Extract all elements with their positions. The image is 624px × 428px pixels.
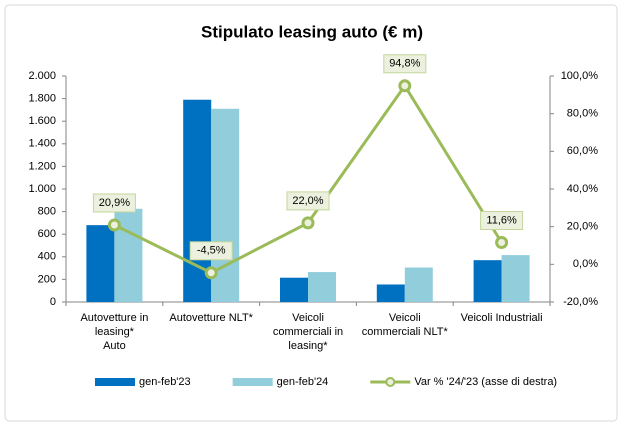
bar	[280, 277, 308, 302]
line-marker	[398, 79, 412, 93]
data-label-box	[480, 210, 524, 230]
x-tick-label: Veicoli commerciali NLT*	[362, 312, 449, 338]
x-tick-label: Autovetture NLT*	[169, 312, 253, 324]
y-tick-label: 0	[50, 296, 56, 308]
y-tick-label: 1.200	[28, 160, 56, 172]
x-tick-label: Veicoli commerciali in leasing*	[273, 312, 343, 352]
legend-label: Var % '24/'23 (asse di destra)	[414, 376, 557, 388]
legend-swatch	[232, 378, 273, 386]
bar	[404, 267, 433, 302]
data-label-box	[286, 191, 330, 211]
bar	[376, 284, 405, 302]
x-tick-label: Autovetture in leasing* Auto	[80, 312, 148, 352]
y-tick-label: 400	[38, 251, 56, 263]
data-label: 11,6%	[486, 214, 517, 226]
legend-label: gen-feb'24	[277, 376, 329, 388]
bar	[501, 255, 530, 302]
x-tick-label: Veicoli Industriali	[461, 312, 543, 324]
legend-label: gen-feb'23	[139, 376, 191, 388]
bar	[473, 260, 502, 302]
y2-tick-label: 40,0%	[567, 183, 598, 195]
bar	[308, 272, 336, 302]
line-marker	[301, 216, 315, 230]
line-marker	[204, 266, 218, 280]
y-tick-label: 800	[38, 206, 56, 218]
data-label: -4,5%	[197, 245, 226, 257]
bar	[86, 225, 115, 302]
data-label: 94,8%	[389, 58, 420, 70]
data-label: 22,0%	[292, 195, 323, 207]
line-marker	[495, 235, 509, 249]
y-tick-label: 1.800	[28, 93, 56, 105]
y-tick-label: 2.000	[28, 70, 56, 82]
data-label-box	[189, 241, 233, 261]
y2-tick-label: 20,0%	[567, 221, 598, 233]
y2-tick-label: 80,0%	[567, 108, 598, 120]
chart-title: Stipulato leasing auto (€ m)	[201, 22, 423, 41]
y2-tick-label: -20,0%	[563, 296, 598, 308]
y2-tick-label: 0,0%	[573, 258, 598, 270]
legend-marker	[385, 377, 396, 387]
data-label-box	[383, 54, 427, 74]
line-marker	[107, 218, 121, 232]
chart-border	[4, 4, 618, 422]
y2-tick-label: 100,0%	[561, 70, 599, 82]
legend-swatch	[95, 378, 135, 386]
y-tick-label: 1.600	[28, 115, 56, 127]
y-tick-label: 1.400	[28, 138, 56, 150]
y-tick-label: 600	[38, 228, 56, 240]
y-tick-label: 200	[38, 273, 56, 285]
y2-tick-label: 60,0%	[567, 145, 598, 157]
data-label-box	[92, 193, 136, 213]
data-label: 20,9%	[99, 197, 130, 209]
y-tick-label: 1.000	[28, 183, 56, 195]
